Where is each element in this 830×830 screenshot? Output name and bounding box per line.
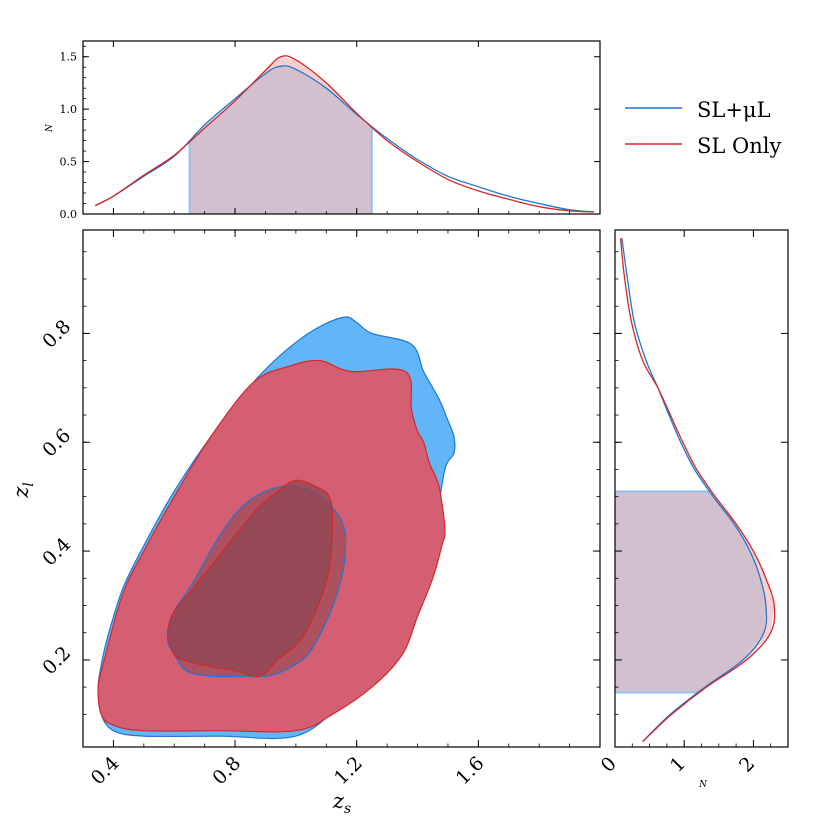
- top-line-sl-only: [94, 55, 594, 213]
- top-ytick-label-0: 0.0: [60, 208, 78, 221]
- main-xtick-label-1: 0.8: [208, 752, 245, 789]
- main-ytick-label-3: 0.8: [38, 316, 75, 353]
- top-ytick-label-3: 1.5: [60, 51, 78, 64]
- top-shaded-area-sl-only: [189, 56, 372, 215]
- main-ytick-label-2: 0.6: [38, 425, 75, 462]
- legend: SL+μL SL Only: [625, 98, 781, 158]
- right-shaded-area-sl-only: [615, 491, 774, 693]
- top-panel-frame: [82, 40, 601, 215]
- right-line-sl-mul: [621, 238, 768, 743]
- main-panel-frame: [82, 229, 601, 748]
- top-line-sl-mul: [94, 65, 594, 213]
- main-contour-panel: 0.4 0.8 1.2 1.6 0.2 0.4 0.6 0.8 zs zl: [9, 229, 601, 817]
- legend-label-sl-mul: SL+μL: [697, 98, 771, 122]
- contour-68-sl-only: [166, 479, 333, 678]
- top-marginal-panel: 0.0 0.5 1.0 1.5 N: [45, 40, 601, 221]
- right-shaded-area-sl-mul: [615, 491, 766, 693]
- right-xtick-label-2: 2: [735, 753, 759, 777]
- right-xtick-label-1: 1: [666, 753, 690, 777]
- main-ylabel: zl: [9, 482, 37, 499]
- top-ytick-label-2: 1.0: [60, 103, 78, 116]
- right-marginal-panel: 0 1 2 N: [597, 229, 789, 790]
- top-ytick-label-1: 0.5: [60, 156, 78, 169]
- right-line-sl-only: [619, 238, 776, 743]
- top-ylabel: N: [45, 123, 55, 133]
- main-ytick-label-0: 0.2: [38, 642, 75, 679]
- main-xlabel: zs: [332, 789, 351, 817]
- main-xtick-label-3: 1.6: [452, 752, 489, 789]
- right-xlabel: N: [698, 780, 708, 790]
- legend-label-sl-only: SL Only: [697, 134, 781, 158]
- main-xtick-label-2: 1.2: [330, 752, 367, 789]
- right-xtick-label-0: 0: [597, 753, 621, 777]
- top-shaded-area-sl-mul: [189, 66, 372, 214]
- main-ytick-label-1: 0.4: [38, 533, 75, 570]
- main-xtick-label-0: 0.4: [87, 752, 124, 789]
